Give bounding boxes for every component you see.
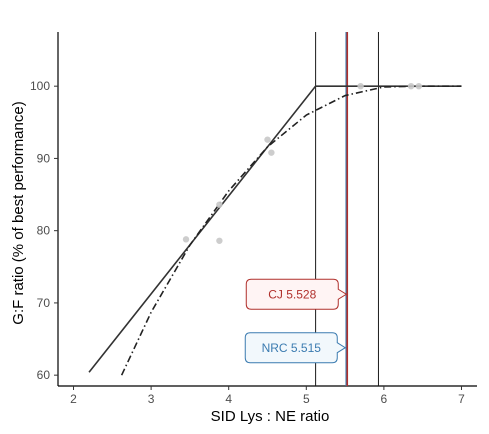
y-tick-label: 90 xyxy=(37,151,51,165)
data-point xyxy=(182,236,190,243)
callout-label: CJ 5.528 xyxy=(268,288,316,302)
data-point xyxy=(216,237,223,244)
fitted-lines xyxy=(88,85,462,376)
data-point xyxy=(268,149,275,156)
y-axis-title: G:F ratio (% of best performance) xyxy=(10,101,27,324)
y-tick-label: 60 xyxy=(37,368,51,382)
x-tick-label: 3 xyxy=(148,392,155,406)
x-axis-title: SID Lys : NE ratio xyxy=(211,408,330,425)
data-point xyxy=(415,82,423,90)
data-point xyxy=(216,201,223,208)
x-tick-label: 5 xyxy=(303,392,310,406)
x-tick-label: 6 xyxy=(381,392,388,406)
y-tick-label: 80 xyxy=(37,224,51,238)
callout-label: NRC 5.515 xyxy=(262,341,322,355)
reference-lines xyxy=(315,32,379,386)
data-point xyxy=(407,82,415,90)
data-point xyxy=(264,136,271,143)
axes: 2 3 4 5 6 7 60 70 80 90 100 xyxy=(30,32,477,406)
series-line-dashdot xyxy=(120,85,462,376)
x-tick-label: 4 xyxy=(225,392,232,406)
data-points xyxy=(182,82,423,244)
y-tick-label: 70 xyxy=(37,296,51,310)
callouts: CJ 5.528 NRC 5.515 xyxy=(244,278,348,364)
callout-box xyxy=(245,278,348,310)
x-tick-label: 7 xyxy=(458,392,465,406)
data-point xyxy=(357,82,364,90)
x-tick-label: 2 xyxy=(70,392,77,406)
y-tick-label: 100 xyxy=(30,79,50,93)
series-line-solid xyxy=(88,85,462,373)
callout-box xyxy=(244,332,347,364)
